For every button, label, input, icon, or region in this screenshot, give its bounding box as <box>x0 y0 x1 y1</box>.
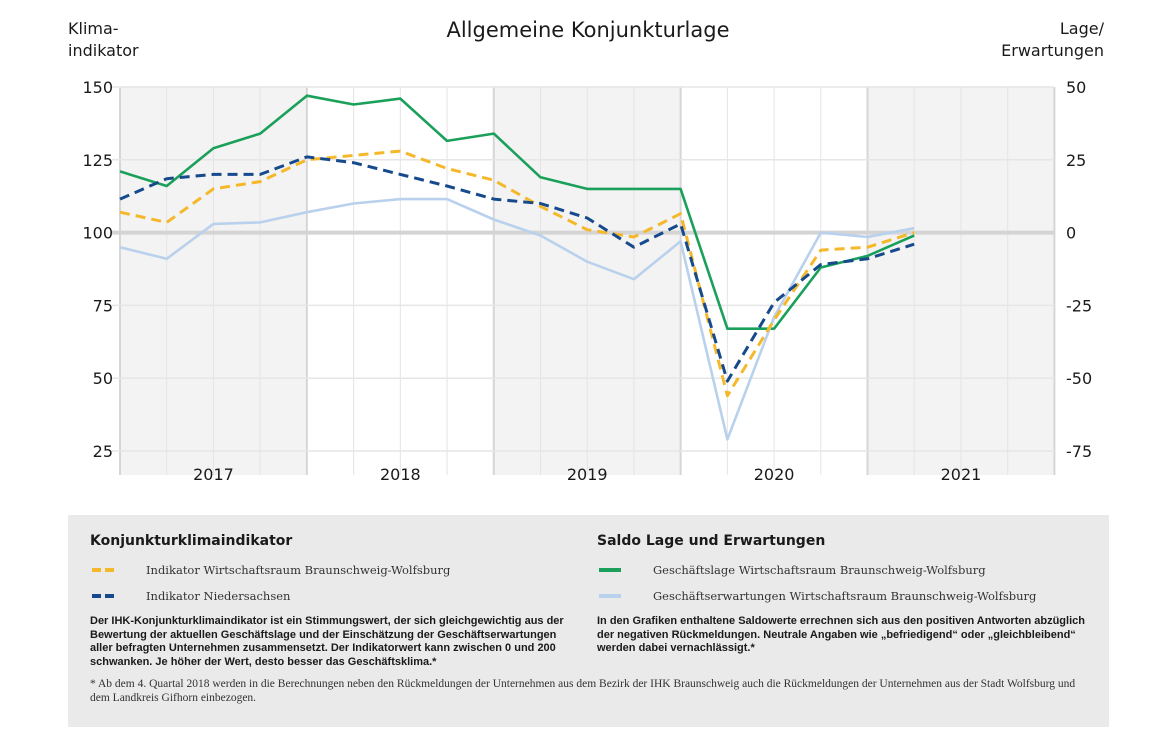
right-tick-label: 0 <box>1066 224 1076 243</box>
legend-label: Indikator Wirtschaftsraum Braunschweig-W… <box>146 563 451 577</box>
legend-heading: Saldo Lage und Erwartungen <box>597 533 826 549</box>
left-axis-label: Klima- indikator <box>68 19 139 60</box>
blue-dash-swatch-icon <box>92 594 114 598</box>
legend-label: Geschäftslage Wirtschaftsraum Braunschwe… <box>653 563 986 577</box>
left-tick-label: 100 <box>82 224 113 243</box>
chart-title: Allgemeine Konjunkturlage <box>446 18 730 42</box>
right-tick-label: -50 <box>1066 369 1092 388</box>
legend-label: Geschäftserwartungen Wirtschaftsraum Bra… <box>653 589 1037 603</box>
x-tick-label: 2021 <box>941 465 982 484</box>
legend-note: In den Grafiken enthaltene Saldowerte er… <box>597 615 1085 654</box>
series-line-gesch-ftserwartungen-wirtschaftsraum-braunschweig-wolfsburg <box>119 197 915 441</box>
legend-note: Der IHK-Konjunkturklimaindikator ist ein… <box>90 615 564 668</box>
legend-item: Indikator Wirtschaftsraum Braunschweig-W… <box>90 557 580 583</box>
left-tick-label: 25 <box>93 442 113 461</box>
right-tick-label: 50 <box>1066 78 1086 97</box>
lightblue-line-swatch-icon <box>599 594 621 598</box>
legend-klima: Konjunkturklimaindikator Indikator Wirts… <box>90 533 580 669</box>
left-tick-label: 125 <box>82 151 113 170</box>
legend-item: Geschäftslage Wirtschaftsraum Braunschwe… <box>597 557 1087 583</box>
right-tick-label: 25 <box>1066 151 1086 170</box>
series-line-gesch-ftslage-wirtschaftsraum-braunschweig-wolfsburg <box>119 94 915 331</box>
legend-label: Indikator Niedersachsen <box>146 589 291 603</box>
legend-columns: Konjunkturklimaindikator Indikator Wirts… <box>90 533 1087 669</box>
legend-item: Indikator Niedersachsen <box>90 583 580 609</box>
legend-box: Konjunkturklimaindikator Indikator Wirts… <box>68 515 1109 727</box>
x-tick-label: 2020 <box>754 465 795 484</box>
series-line-indikator-niedersachsen <box>119 155 915 383</box>
legend-saldo: Saldo Lage und Erwartungen Geschäftslage… <box>597 533 1087 669</box>
right-tick-label: -75 <box>1066 442 1092 461</box>
left-tick-label: 150 <box>82 78 113 97</box>
right-tick-label: -25 <box>1066 296 1092 315</box>
x-tick-label: 2019 <box>567 465 608 484</box>
line-chart: 150 50 125 25 100 0 75 -25 50 -50 25 -75 2017 2018 201… <box>82 78 1092 484</box>
right-axis-label: Lage/ Erwartungen <box>1001 19 1104 60</box>
left-tick-label: 50 <box>93 369 113 388</box>
left-tick-label: 75 <box>93 296 113 315</box>
green-line-swatch-icon <box>599 568 621 572</box>
legend-item: Geschäftserwartungen Wirtschaftsraum Bra… <box>597 583 1087 609</box>
legend-heading: Konjunkturklimaindikator <box>90 533 293 549</box>
footnote: * Ab dem 4. Quartal 2018 werden in die B… <box>90 678 1076 704</box>
x-tick-label: 2017 <box>193 465 234 484</box>
yellow-dash-swatch-icon <box>92 568 114 572</box>
series-line-indikator-wirtschaftsraum-braunschweig-wolfsburg <box>119 149 915 398</box>
x-tick-label: 2018 <box>380 465 421 484</box>
